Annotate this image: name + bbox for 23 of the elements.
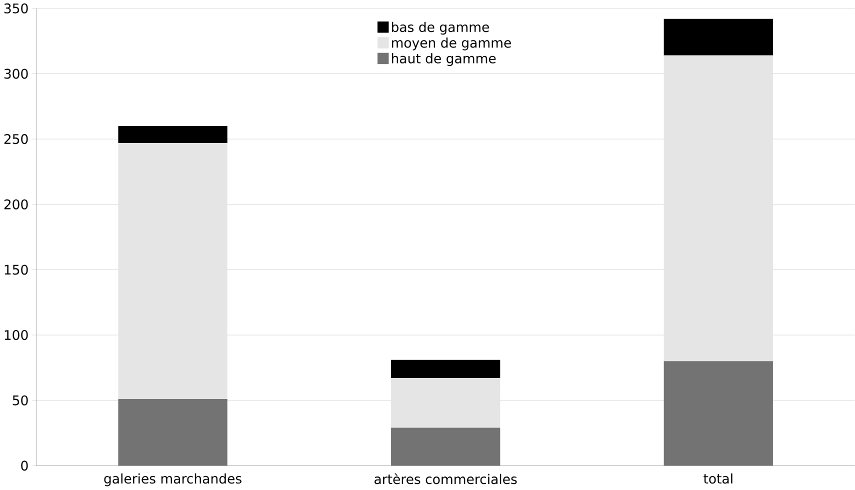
y-tick-label: 300 (4, 68, 28, 79)
x-tick-label: galeries marchandes (104, 474, 242, 486)
y-tick-label: 100 (4, 330, 28, 340)
y-tick-label: 50 (12, 396, 28, 406)
bar (391, 360, 500, 378)
bar (118, 399, 228, 466)
bar (118, 126, 228, 144)
bar (664, 361, 773, 466)
legend-label: haut de gamme (392, 53, 496, 66)
bar (664, 56, 773, 362)
y-tick-label: 0 (21, 460, 28, 471)
bar (391, 428, 500, 466)
bar (118, 143, 228, 400)
y-tick-label: 150 (4, 264, 28, 275)
y-tick-label: 200 (4, 200, 28, 210)
y-tick-label: 350 (4, 4, 28, 14)
legend-label: bas de gamme (392, 22, 489, 35)
bar (391, 378, 500, 428)
bar (664, 19, 773, 56)
y-tick-label: 250 (4, 134, 28, 144)
legend-label: moyen de gamme (392, 38, 511, 51)
x-tick-label: total (704, 474, 732, 484)
x-tick-label: artères commerciales (374, 474, 517, 484)
